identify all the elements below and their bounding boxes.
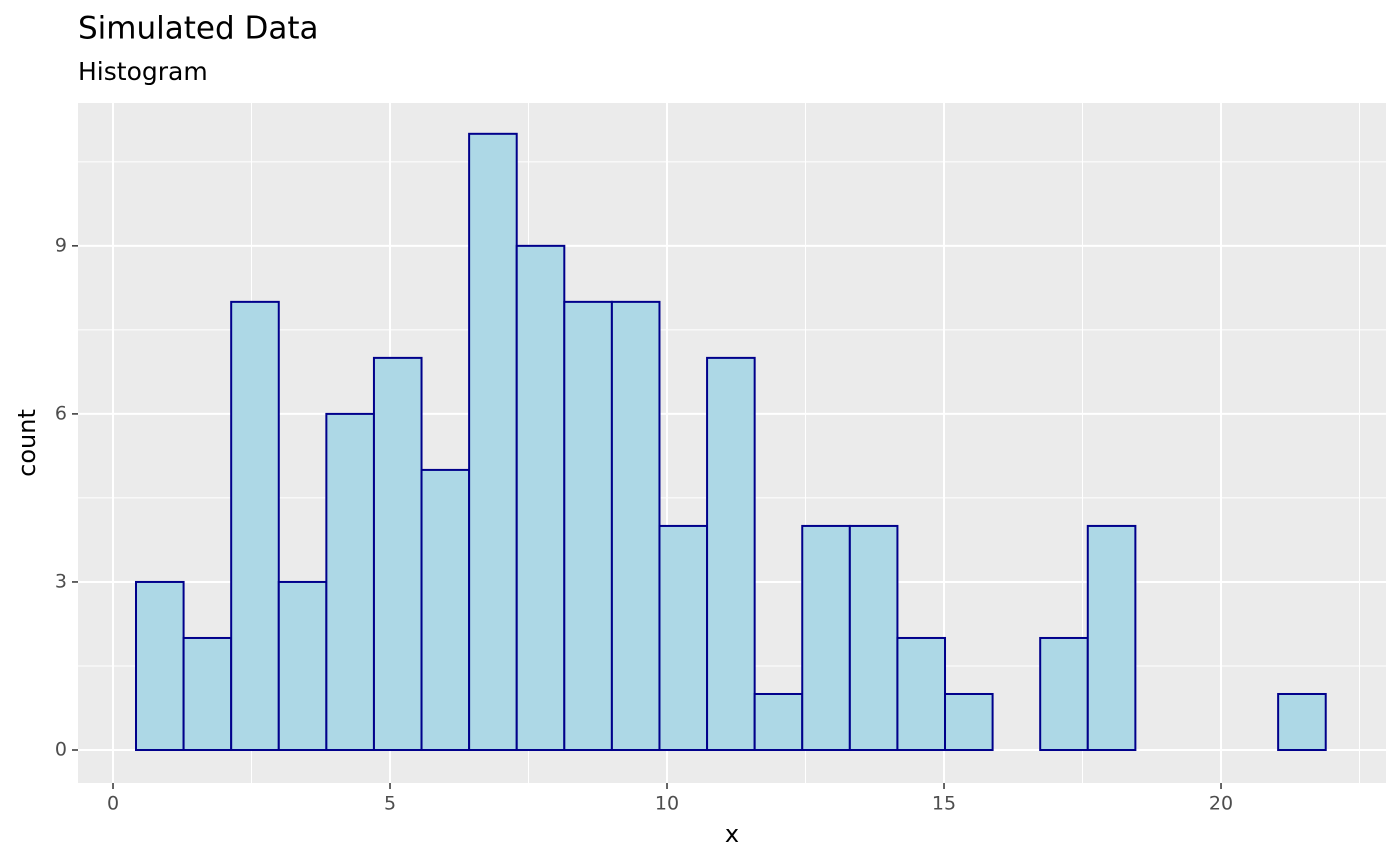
bar bbox=[896, 636, 947, 752]
bar bbox=[1039, 636, 1089, 752]
bar bbox=[610, 300, 661, 752]
bar bbox=[230, 300, 280, 752]
bar bbox=[1086, 524, 1137, 752]
x-tick-label: 20 bbox=[1209, 793, 1233, 815]
x-tick-label: 0 bbox=[107, 793, 119, 815]
bar bbox=[515, 244, 566, 752]
x-tick-label: 15 bbox=[932, 793, 956, 815]
bar bbox=[801, 524, 851, 752]
bar bbox=[325, 412, 375, 752]
chart-subtitle: Histogram bbox=[78, 57, 208, 86]
y-tick-label: 3 bbox=[55, 570, 67, 592]
y-tick-label: 6 bbox=[55, 402, 67, 424]
bar bbox=[420, 468, 471, 752]
bar bbox=[277, 580, 328, 752]
bar bbox=[658, 524, 709, 752]
bar bbox=[753, 692, 804, 752]
y-axis-label: count bbox=[13, 409, 41, 477]
chart-title: Simulated Data bbox=[78, 11, 319, 47]
x-tick-label: 5 bbox=[384, 793, 396, 815]
bar bbox=[563, 300, 613, 752]
x-tick-label: 10 bbox=[655, 793, 679, 815]
bar bbox=[468, 132, 518, 752]
y-tick-label: 0 bbox=[55, 739, 67, 761]
bar bbox=[182, 636, 233, 752]
x-axis-label: x bbox=[725, 820, 739, 848]
bar bbox=[706, 356, 756, 752]
bar bbox=[944, 692, 994, 752]
y-tick-label: 9 bbox=[55, 234, 67, 256]
bar bbox=[848, 524, 899, 752]
bar bbox=[372, 356, 423, 752]
bar bbox=[1277, 692, 1327, 752]
bar bbox=[135, 580, 185, 752]
